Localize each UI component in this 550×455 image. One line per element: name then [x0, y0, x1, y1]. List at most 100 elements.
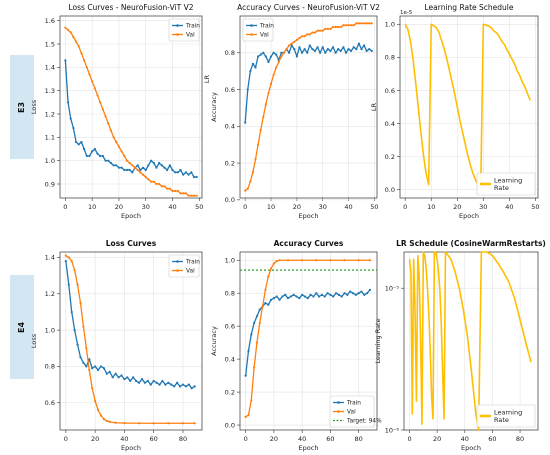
- x-tick-label: 0: [63, 203, 67, 211]
- y-scale-offset: 1e-5: [400, 10, 413, 16]
- data-point: [158, 182, 161, 186]
- x-tick-label: 40: [461, 435, 469, 443]
- data-point: [264, 288, 267, 292]
- data-point: [149, 383, 152, 386]
- chart-title: Accuracy Curves - NeuroFusion-ViT V2: [237, 3, 380, 12]
- y-tick-label: 1.0: [45, 326, 55, 334]
- data-point: [284, 293, 287, 296]
- x-tick-label: 60: [488, 435, 496, 443]
- data-point: [246, 88, 249, 91]
- data-point: [246, 187, 249, 190]
- data-point: [187, 194, 190, 197]
- data-point: [267, 92, 270, 95]
- data-point: [114, 372, 117, 375]
- data-point: [269, 267, 273, 270]
- data-point: [244, 415, 247, 418]
- data-point: [277, 60, 280, 64]
- data-point: [152, 161, 155, 165]
- data-point: [275, 295, 278, 298]
- data-point: [317, 295, 321, 298]
- data-point: [355, 22, 358, 25]
- data-point: [300, 51, 304, 54]
- x-tick-label: 50: [195, 203, 203, 211]
- data-point: [324, 27, 327, 30]
- data-point: [332, 295, 335, 298]
- data-point: [158, 383, 161, 386]
- data-point: [275, 66, 278, 69]
- data-point: [278, 298, 281, 301]
- data-point: [337, 293, 340, 296]
- data-point: [340, 295, 343, 298]
- data-point: [109, 129, 113, 132]
- data-point: [93, 87, 96, 90]
- data-point: [288, 44, 291, 47]
- legend-box: [329, 395, 375, 428]
- data-point: [128, 161, 131, 165]
- data-point: [70, 310, 73, 314]
- data-point: [368, 47, 371, 51]
- data-point: [120, 374, 123, 377]
- data-point: [174, 189, 177, 193]
- plot-area: [400, 16, 538, 198]
- data-point: [74, 40, 78, 43]
- legend-label-line2: Rate: [494, 416, 509, 424]
- data-point: [77, 45, 80, 48]
- data-point: [298, 297, 301, 300]
- y-tick-label: 10⁻⁵: [385, 284, 400, 292]
- data-point: [280, 51, 283, 54]
- data-point: [349, 290, 352, 293]
- data-point: [334, 25, 337, 29]
- y-tick-label: 0.6: [45, 399, 55, 407]
- data-point: [181, 383, 185, 386]
- data-point: [292, 293, 295, 296]
- x-axis-label: Epoch: [459, 212, 479, 220]
- data-point: [355, 47, 358, 51]
- y-tick-label: 1.0: [385, 21, 395, 29]
- data-point: [64, 26, 67, 29]
- legend-label: Val: [186, 269, 195, 275]
- data-point: [244, 189, 247, 192]
- data-point: [329, 27, 332, 30]
- data-point: [362, 44, 366, 47]
- x-tick-label: 0: [244, 435, 248, 443]
- x-tick-label: 20: [433, 435, 441, 443]
- legend-marker: [176, 24, 179, 27]
- x-tick-label: 20: [115, 203, 123, 211]
- data-point: [343, 259, 346, 262]
- data-point: [313, 31, 317, 34]
- data-point: [64, 259, 67, 263]
- data-point: [114, 421, 117, 424]
- x-tick-label: 30: [479, 203, 487, 211]
- data-point: [107, 159, 110, 162]
- data-point: [152, 379, 155, 383]
- data-point: [247, 349, 250, 352]
- data-point: [258, 321, 261, 324]
- data-point: [91, 150, 94, 153]
- data-point: [94, 365, 97, 368]
- data-point: [91, 387, 94, 390]
- data-point: [73, 329, 76, 332]
- y-tick-label: 0.0: [225, 196, 235, 204]
- data-point: [324, 51, 327, 54]
- x-tick-label: 60: [326, 435, 334, 443]
- data-point: [123, 168, 126, 172]
- data-point: [193, 385, 196, 388]
- chart-title: Learning Rate Schedule: [425, 3, 514, 12]
- series-line-learning-rate: [404, 23, 531, 189]
- x-tick-label: 40: [168, 203, 176, 211]
- legend-label: Val: [347, 410, 356, 416]
- series-line-val: [245, 259, 370, 418]
- data-point: [166, 187, 169, 190]
- data-point: [303, 35, 306, 38]
- chart-title: Loss Curves: [106, 239, 157, 248]
- data-point: [262, 51, 265, 54]
- data-point: [141, 166, 145, 169]
- chart-e3-accuracy: 0 10 20 30 40 50 0.0 0.2 0.4 0.6 0.8 Accuracy Curve…: [203, 3, 380, 220]
- data-point: [85, 154, 88, 158]
- data-point: [146, 379, 149, 383]
- axes-frame: [239, 251, 378, 431]
- y-tick-label: 1.1: [45, 134, 55, 142]
- data-point: [144, 175, 147, 179]
- data-point: [102, 418, 106, 421]
- data-point: [278, 259, 281, 262]
